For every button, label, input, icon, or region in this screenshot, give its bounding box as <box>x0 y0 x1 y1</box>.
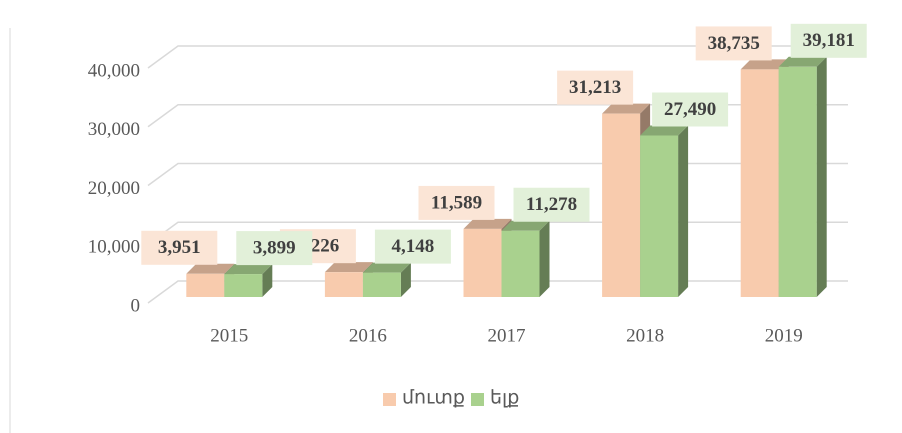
bar-top <box>740 59 789 70</box>
legend-label: մուտք <box>402 387 465 408</box>
bar-front <box>463 228 502 297</box>
bar-front <box>324 272 363 297</box>
y-tick-label: 30,000 <box>88 119 140 140</box>
bar-front <box>602 113 641 297</box>
bar-top <box>463 218 512 229</box>
bar-front <box>740 69 779 297</box>
bar-side <box>816 56 827 297</box>
bars <box>186 56 827 298</box>
data-label: 31,213 <box>569 77 621 98</box>
legend-swatch <box>383 393 396 406</box>
bar <box>778 56 827 298</box>
data-label-box <box>141 230 218 265</box>
data-label-box <box>695 26 772 61</box>
bar-top <box>602 103 651 114</box>
legend: մուտք ելք <box>383 387 519 408</box>
data-label-box <box>790 23 867 58</box>
bar-top <box>324 262 373 273</box>
data-label: 39,181 <box>803 30 855 51</box>
bar-top <box>362 262 411 273</box>
labels: 0 10,000 20,000 30,000 40,000 2015 2016 2017 201… <box>88 23 867 346</box>
data-label-box <box>374 229 451 264</box>
data-label: 4,148 <box>392 236 435 257</box>
legend-label: ելք <box>490 387 519 408</box>
data-label-box <box>513 187 590 222</box>
bar-front <box>640 135 679 297</box>
bar-top <box>224 264 273 275</box>
data-label: 3,899 <box>253 237 296 258</box>
bar <box>501 220 550 297</box>
bar-side <box>262 264 273 297</box>
y-tick-label: 10,000 <box>88 237 140 258</box>
bar <box>224 264 273 297</box>
bar-side <box>400 262 411 297</box>
bar-top <box>501 220 550 231</box>
data-label-box <box>418 185 495 220</box>
bar-front <box>778 66 817 298</box>
data-label: 3,951 <box>158 237 201 258</box>
x-tick-label: 2016 <box>349 325 387 346</box>
data-label: 27,490 <box>664 99 716 120</box>
y-tick-label: 20,000 <box>88 178 140 199</box>
data-label-box <box>652 92 729 127</box>
data-label: 11,589 <box>431 192 482 213</box>
bar-front <box>186 273 225 297</box>
x-tick-label: 2015 <box>210 325 248 346</box>
bar <box>362 262 411 297</box>
x-tick-label: 2018 <box>626 325 664 346</box>
bar-front <box>501 230 540 297</box>
data-label: 38,735 <box>708 33 760 54</box>
y-tick-label: 40,000 <box>88 60 140 81</box>
grid-line <box>147 45 848 69</box>
bar-front <box>362 272 401 297</box>
bar-top <box>778 56 827 67</box>
bar-side <box>678 125 689 297</box>
bar-top <box>640 125 689 136</box>
x-tick-label: 2019 <box>765 325 803 346</box>
y-tick-label: 0 <box>131 295 141 316</box>
legend-swatch <box>471 393 484 406</box>
bar-front <box>224 274 263 297</box>
data-label-box <box>557 70 634 105</box>
data-label: 11,278 <box>526 194 577 215</box>
bar-side <box>539 220 550 297</box>
x-tick-label: 2017 <box>488 325 526 346</box>
data-label-box <box>236 231 313 266</box>
bar-top <box>186 263 235 274</box>
bar <box>640 125 689 297</box>
